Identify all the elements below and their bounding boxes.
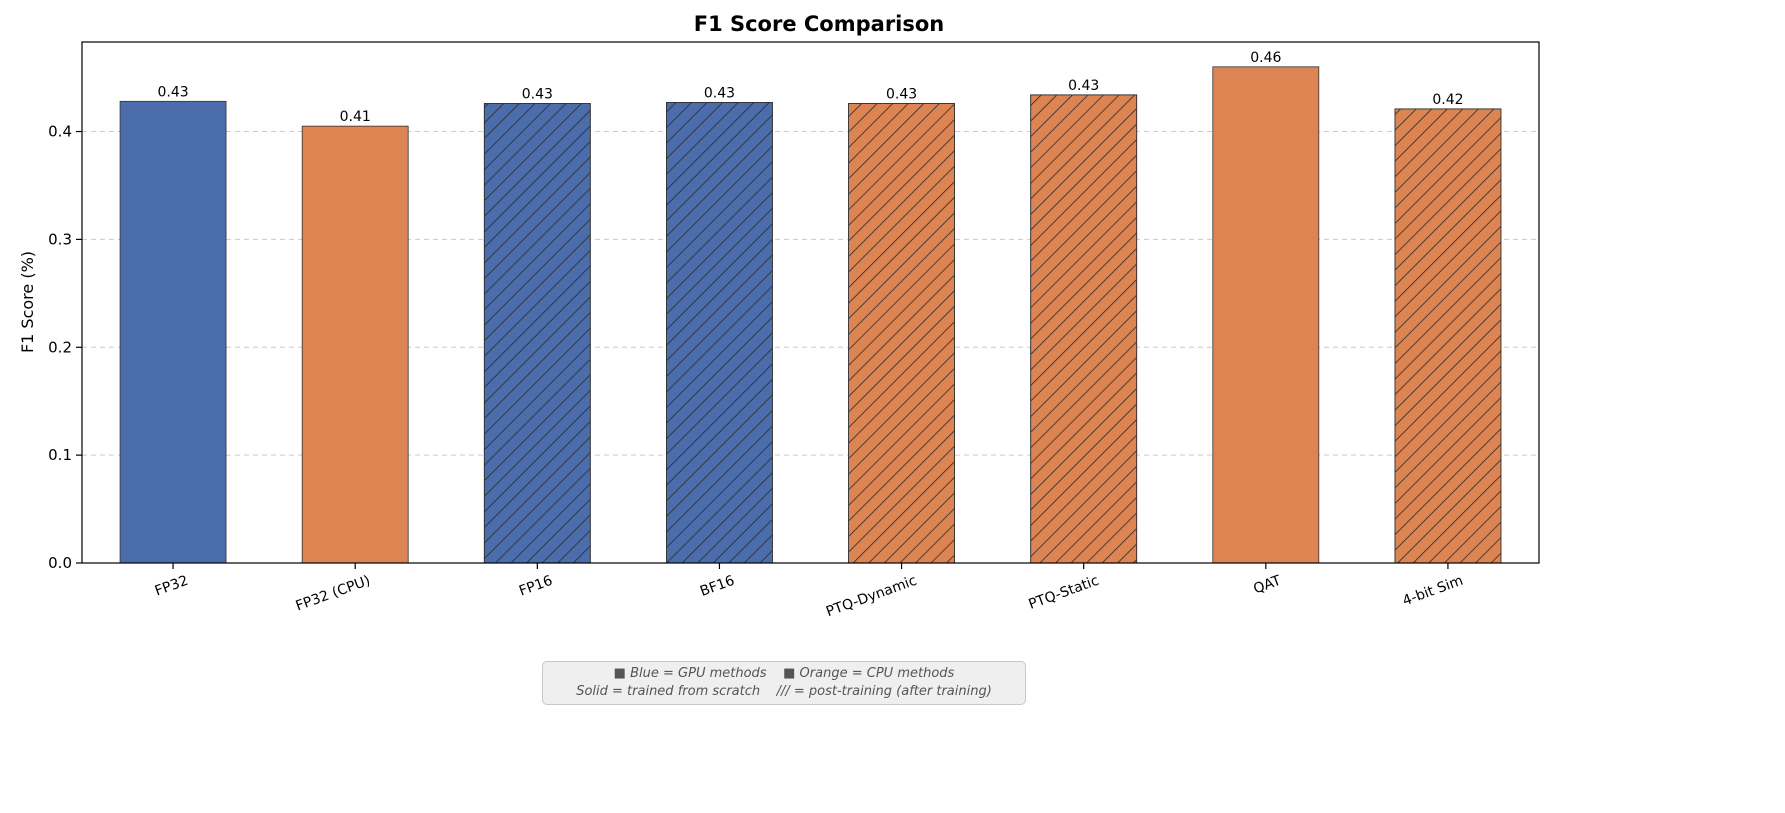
bar-value-label: 0.42 — [1432, 92, 1463, 108]
y-tick-label: 0.1 — [48, 446, 72, 464]
bar-fp32 — [119, 100, 227, 564]
solid-word: Solid — [576, 684, 608, 699]
chart-title: F1 Score Comparison — [694, 12, 945, 36]
x-tick-label: QAT — [1251, 573, 1283, 598]
y-tick-label: 0.2 — [48, 338, 72, 356]
y-tick-label: 0.3 — [48, 230, 72, 248]
legend-note-line-1: ■ Blue = GPU methods ■ Orange = CPU meth… — [543, 665, 1025, 683]
x-tick-label: PTQ-Static — [1027, 573, 1102, 613]
cpu-swatch-icon: ■ — [766, 666, 800, 681]
x-tick-label: BF16 — [698, 573, 737, 600]
bar-hatch-overlay — [1030, 94, 1138, 564]
bar-value-label: 0.43 — [886, 86, 917, 102]
bar-value-label: 0.43 — [157, 84, 188, 100]
gpu-color-word: Blue — [630, 666, 659, 681]
bar-value-label: 0.41 — [340, 109, 371, 125]
bar-hatch-overlay — [483, 103, 591, 564]
x-tick-label: FP32 — [153, 573, 191, 600]
legend-note: ■ Blue = GPU methods ■ Orange = CPU meth… — [542, 661, 1026, 705]
bar-value-label: 0.46 — [1250, 50, 1281, 66]
x-tick-label: FP16 — [517, 573, 555, 600]
y-tick-label: 0.0 — [48, 554, 72, 572]
x-tick-label: 4-bit Sim — [1401, 573, 1466, 610]
bar-qat — [1212, 66, 1320, 564]
bar-hatch-overlay — [1394, 108, 1502, 564]
bar-hatch-overlay — [666, 102, 773, 564]
bar-value-label: 0.43 — [522, 86, 553, 102]
equals-sign: = — [847, 666, 867, 681]
equals-sign: = — [658, 666, 679, 681]
cpu-methods-text: CPU methods — [866, 666, 955, 681]
equals-sign: = — [607, 684, 628, 699]
hatch-symbol: /// = — [760, 684, 809, 699]
bar-value-label: 0.43 — [704, 85, 735, 101]
post-training-text: post-training (after training) — [808, 684, 992, 699]
gpu-swatch-icon: ■ — [613, 666, 631, 681]
bar-hatch-overlay — [848, 103, 955, 564]
legend-note-line-2: Solid = trained from scratch /// = post-… — [543, 683, 1025, 701]
x-tick-label: FP32 (CPU) — [294, 573, 373, 615]
plot-area-frame — [81, 41, 1540, 564]
y-tick-label: 0.4 — [48, 123, 72, 141]
bar-value-label: 0.43 — [1068, 78, 1099, 94]
bar-fp32-cpu — [301, 125, 409, 564]
x-tick-label: PTQ-Dynamic — [824, 573, 919, 621]
scratch-text: trained from scratch — [627, 684, 761, 699]
cpu-color-word: Orange — [799, 666, 848, 681]
gpu-methods-text: GPU methods — [678, 666, 767, 681]
y-axis-label: F1 Score (%) — [18, 251, 37, 353]
